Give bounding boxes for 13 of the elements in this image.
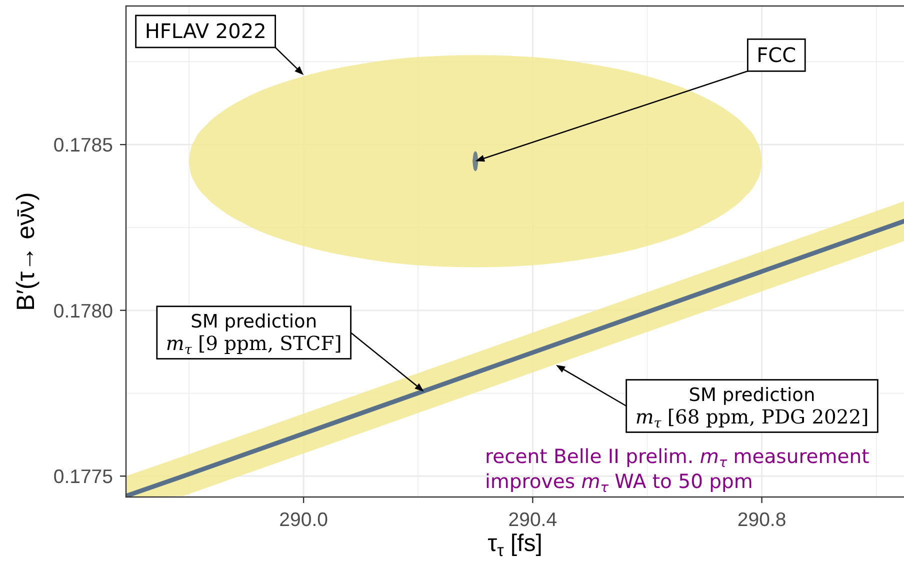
x-axis-title: τ$_{τ}$ [fs] bbox=[488, 530, 542, 560]
y-tick-label: 0.1775 bbox=[53, 466, 114, 488]
annotation: FCC bbox=[756, 42, 796, 67]
x-tick-label: 290.0 bbox=[279, 509, 328, 531]
x-tick-label: 290.4 bbox=[508, 509, 558, 531]
x-tick-label: 290.8 bbox=[737, 509, 786, 531]
annotation: SM prediction m$_{τ}$ [9 ppm, STCF] bbox=[166, 312, 342, 358]
text: recent Belle II prelim. m$_{τ}$ measurement improves m$_{τ}$ WA to 50 ppm bbox=[485, 445, 870, 496]
text: SM prediction m$_{τ}$ [68 ppm, PDG 2022] bbox=[635, 385, 869, 432]
y-tick-label: 0.1780 bbox=[53, 300, 114, 322]
y-tick-label: 0.1785 bbox=[53, 134, 114, 157]
y-axis-title: B′(τ→ eν̄ν) bbox=[12, 192, 40, 311]
annotation: HFLAV 2022 bbox=[144, 19, 266, 44]
